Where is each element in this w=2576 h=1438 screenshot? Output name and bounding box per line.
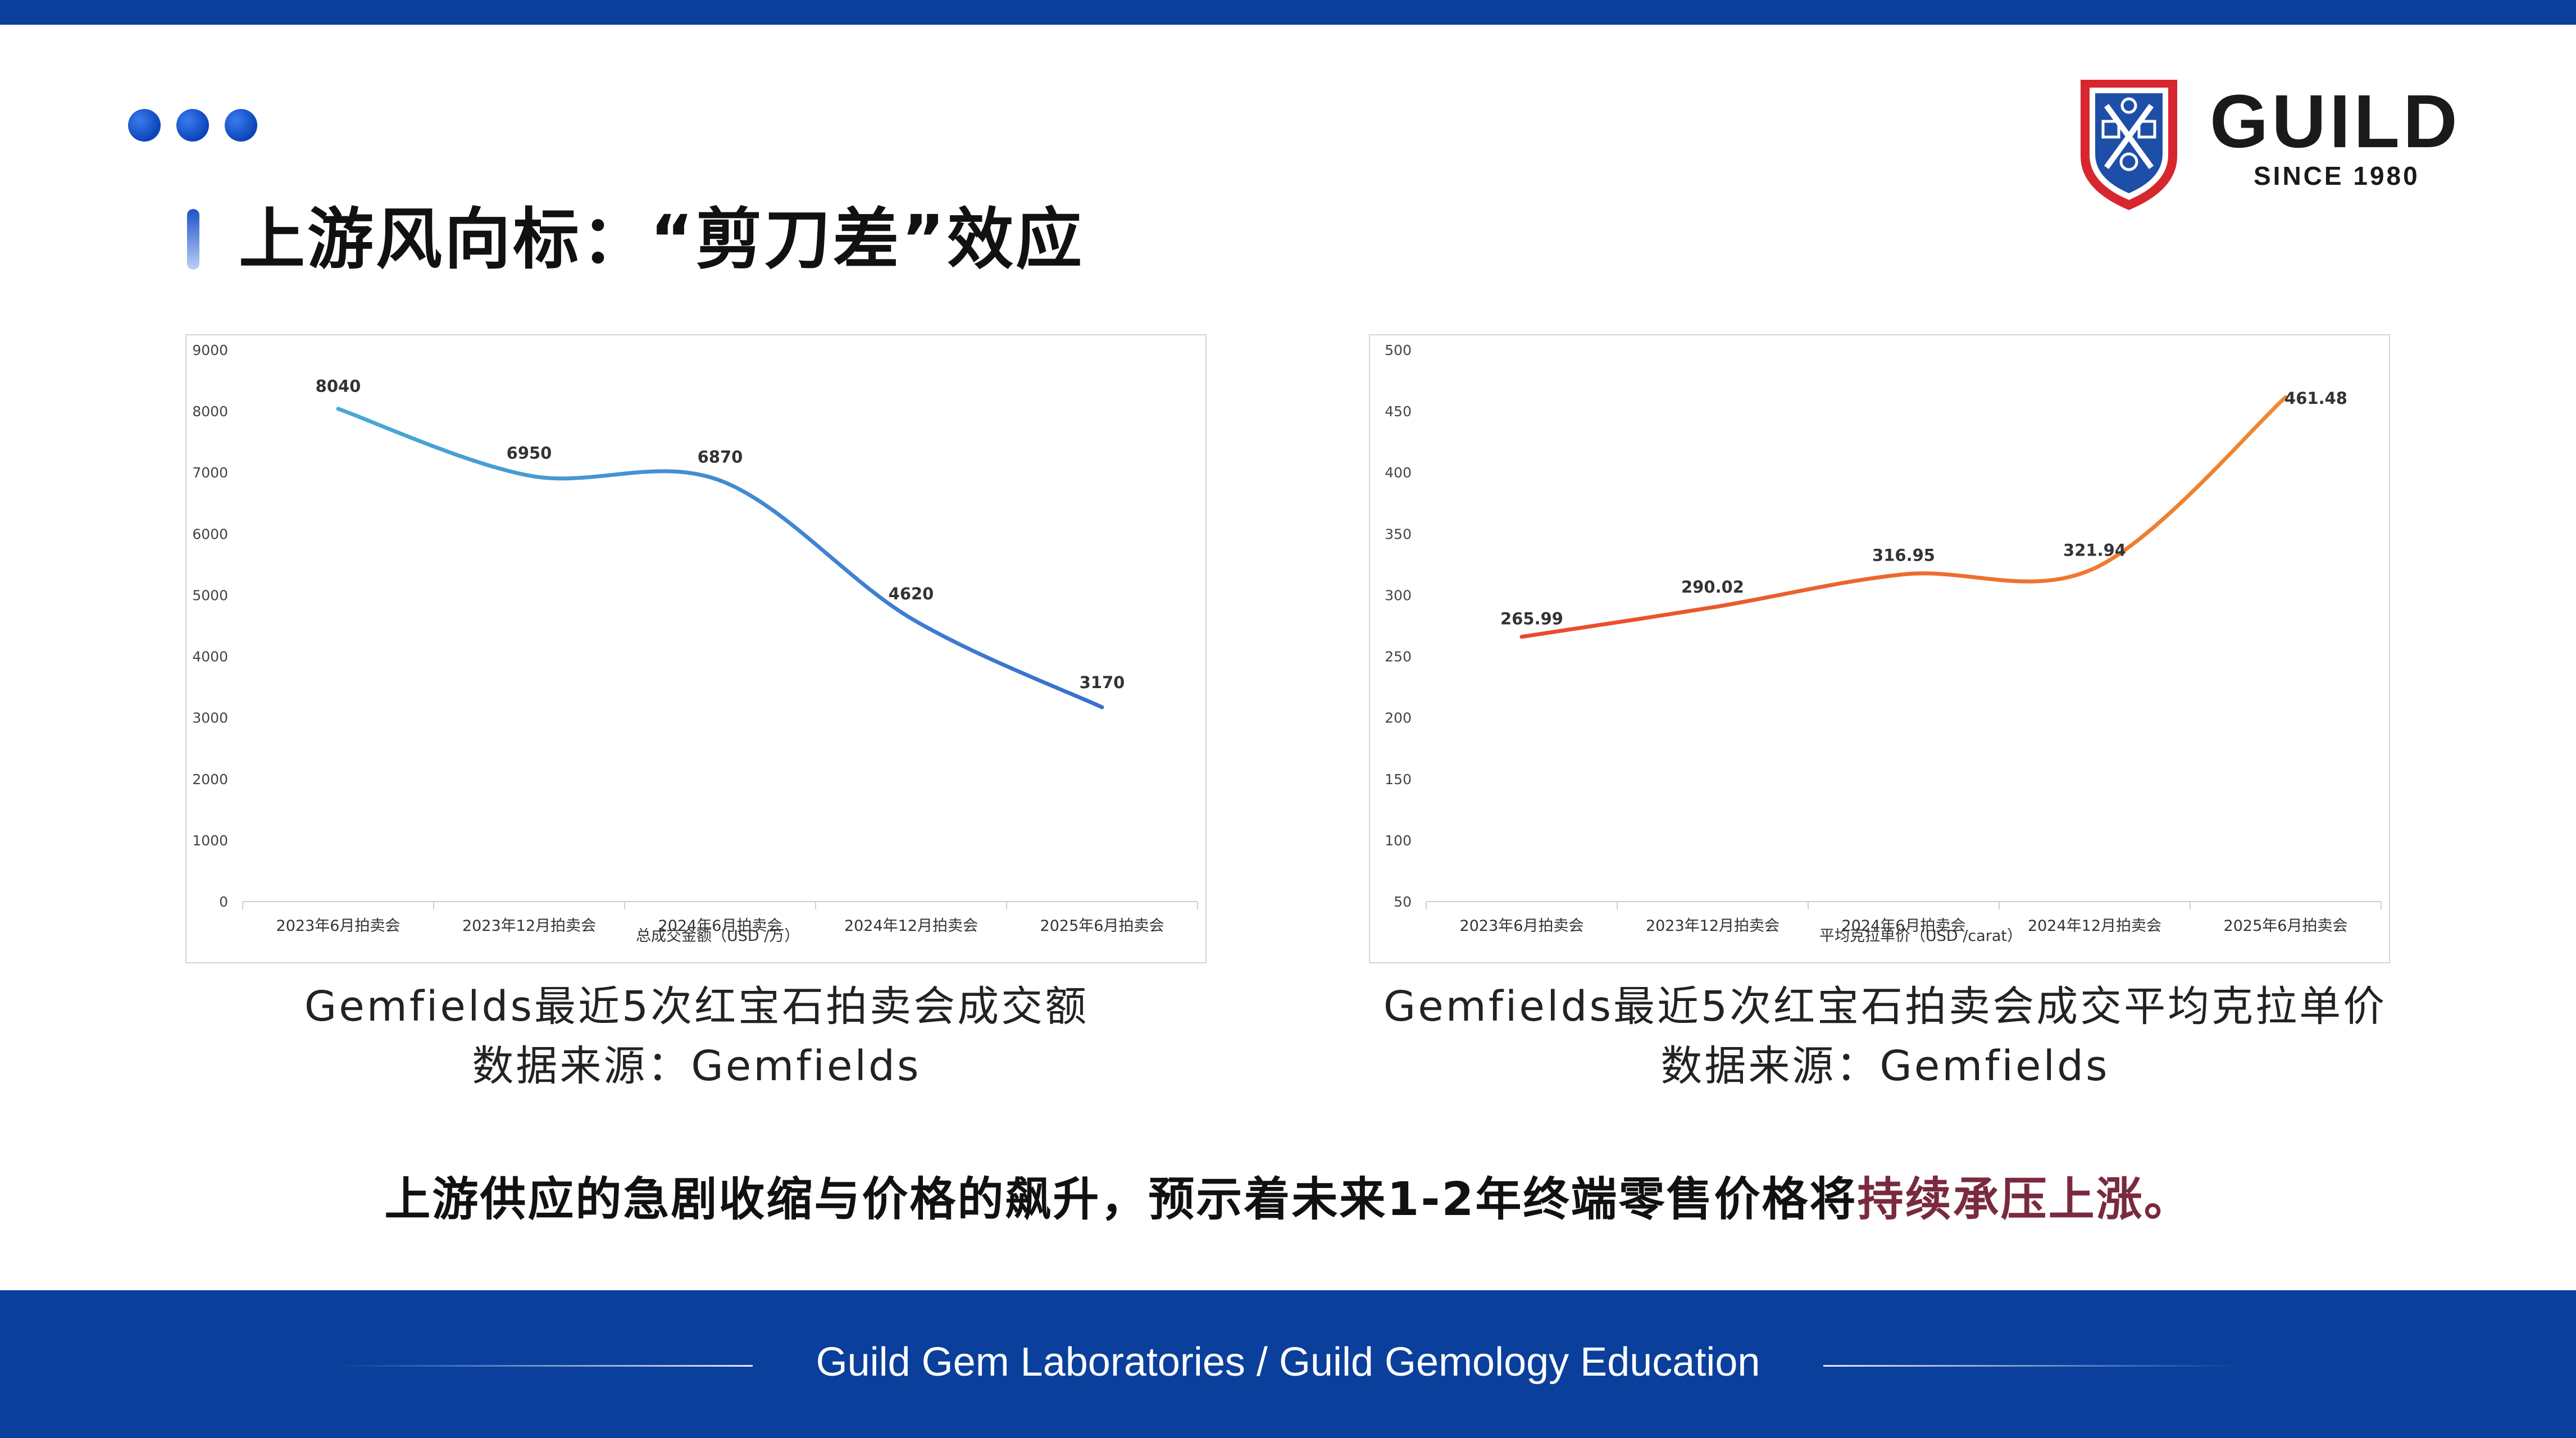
right-ytick-label-9: 500 — [1385, 342, 1412, 358]
top-bar — [0, 0, 2576, 25]
left-legend-label: 总成交金额（USD /万） — [636, 927, 799, 945]
conclusion-main: 上游供应的急剧收缩与价格的飙升，预示着未来1-2年终端零售价格将 — [384, 1173, 1858, 1226]
right-xtick-label-0: 2023年6月拍卖会 — [1460, 917, 1584, 935]
left-ytick-label-3: 3000 — [192, 710, 228, 726]
right-ytick-label-5: 300 — [1385, 587, 1412, 603]
left-data-label-3: 4620 — [889, 584, 934, 603]
right-point-3 — [2093, 567, 2096, 570]
footer-divider-left — [337, 1365, 753, 1367]
guild-logo: GUILD SINCE 1980 — [2073, 72, 2466, 218]
left-ytick-label-7: 7000 — [192, 465, 228, 481]
right-data-label-0: 265.99 — [1500, 609, 1563, 629]
right-xtick-label-2: 2024年6月拍卖会 — [1842, 917, 1966, 935]
chart-right: 50 100 150 200 250 300 350 400 450 500 2023年6月拍卖会 2… — [1369, 334, 2390, 963]
left-data-label-4: 3170 — [1080, 673, 1125, 692]
shield-crest-icon — [2081, 80, 2177, 210]
left-point-4 — [1101, 706, 1103, 708]
right-point-4 — [2284, 396, 2287, 398]
dot-3 — [225, 109, 257, 142]
left-ytick-label-2: 2000 — [192, 771, 228, 788]
left-point-1 — [528, 475, 530, 477]
left-ytick-label-9: 9000 — [192, 342, 228, 358]
left-ytick-label-5: 5000 — [192, 587, 228, 603]
dot-1 — [128, 109, 161, 142]
chart-left-svg: 0 1000 2000 3000 4000 5000 6000 7000 8000 9000 202… — [192, 342, 1198, 945]
right-ytick-label-6: 350 — [1385, 526, 1412, 542]
left-caption-source: 数据来源：Gemfields — [472, 1042, 921, 1090]
right-point-0 — [1521, 636, 1523, 638]
right-data-label-1: 290.02 — [1681, 577, 1744, 597]
left-point-0 — [337, 408, 339, 410]
right-xtick-label-3: 2024年12月拍卖会 — [2028, 917, 2161, 935]
right-xtick-label-4: 2025年6月拍卖会 — [2224, 917, 2348, 935]
footer: Guild Gem Laboratories / Guild Gemology … — [0, 1290, 2576, 1438]
right-ytick-label-1: 100 — [1385, 832, 1412, 849]
right-caption-source: 数据来源：Gemfields — [1660, 1042, 2110, 1090]
right-legend-label: 平均克拉单价（USD /carat） — [1819, 927, 2022, 945]
right-ytick-label-7: 400 — [1385, 465, 1412, 481]
left-ytick-label-8: 8000 — [192, 403, 228, 420]
right-series-line — [1519, 395, 2288, 639]
left-data-label-2: 6870 — [698, 447, 743, 466]
conclusion-highlight: 持续承压上涨。 — [1857, 1173, 2192, 1226]
right-ytick-label-4: 250 — [1385, 649, 1412, 665]
left-ytick-label-1: 1000 — [192, 832, 228, 849]
left-data-label-1: 6950 — [507, 444, 552, 463]
left-ytick-label-6: 6000 — [192, 526, 228, 542]
footer-divider-right — [1823, 1365, 2239, 1367]
left-data-label-0: 8040 — [316, 377, 361, 396]
title-accent-bar — [187, 209, 199, 270]
right-data-label-2: 316.95 — [1872, 545, 1935, 565]
logo-wordmark: GUILD — [2210, 80, 2461, 163]
right-data-label-3: 321.94 — [2063, 541, 2126, 560]
dot-2 — [176, 109, 209, 142]
left-point-2 — [719, 479, 721, 481]
right-point-1 — [1712, 606, 1714, 608]
chart-right-svg: 50 100 150 200 250 300 350 400 450 500 2023年6月拍卖会 2… — [1385, 342, 2382, 945]
left-caption-title: Gemfields最近5次红宝石拍卖会成交额 — [304, 982, 1089, 1031]
right-point-2 — [1903, 573, 1905, 575]
left-xtick-label-3: 2024年12月拍卖会 — [844, 917, 978, 935]
left-point-3 — [910, 617, 912, 620]
left-ytick-label-4: 4000 — [192, 649, 228, 665]
page-title: 上游风向标：“剪刀差”效应 — [239, 201, 1085, 278]
left-xtick-label-2: 2024年6月拍卖会 — [658, 917, 782, 935]
right-ytick-label-8: 450 — [1385, 403, 1412, 420]
left-xtick-label-1: 2023年12月拍卖会 — [462, 917, 596, 935]
chart-left: 0 1000 2000 3000 4000 5000 6000 7000 8000 9000 202… — [185, 334, 1207, 963]
footer-text: Guild Gem Laboratories / Guild Gemology … — [816, 1340, 1760, 1385]
right-ytick-label-3: 200 — [1385, 710, 1412, 726]
right-data-label-4: 461.48 — [2284, 389, 2347, 408]
right-ytick-label-2: 150 — [1385, 771, 1412, 788]
left-xtick-label-0: 2023年6月拍卖会 — [276, 917, 400, 935]
left-xtick-label-4: 2025年6月拍卖会 — [1040, 917, 1164, 935]
left-ytick-label-0: 0 — [219, 894, 228, 910]
right-xtick-label-1: 2023年12月拍卖会 — [1646, 917, 1779, 935]
right-ytick-label-0: 50 — [1394, 894, 1412, 910]
right-caption-title: Gemfields最近5次红宝石拍卖会成交平均克拉单价 — [1383, 982, 2387, 1031]
logo-since: SINCE 1980 — [2254, 161, 2420, 190]
conclusion-text: 上游供应的急剧收缩与价格的飙升，预示着未来1-2年终端零售价格将持续承压上涨。 — [0, 1162, 2576, 1228]
